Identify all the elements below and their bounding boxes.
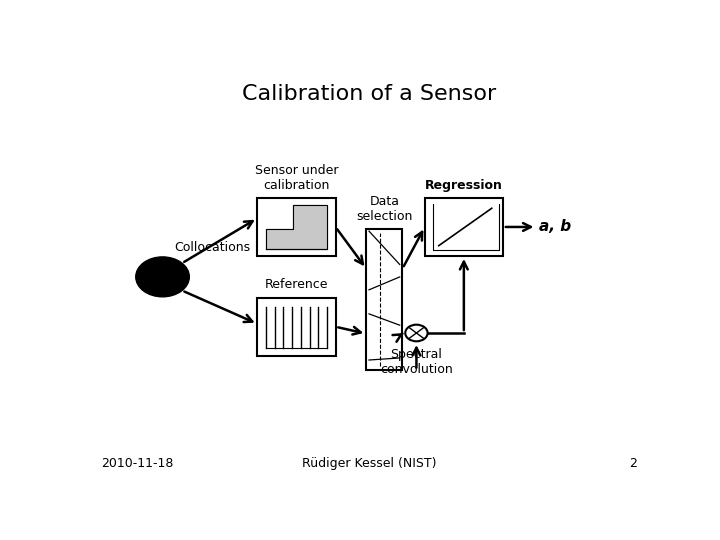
Text: 2: 2 bbox=[629, 457, 637, 470]
Text: Rüdiger Kessel (NIST): Rüdiger Kessel (NIST) bbox=[302, 457, 436, 470]
Text: a, b: a, b bbox=[539, 219, 571, 234]
Text: Spectral
convolution: Spectral convolution bbox=[380, 348, 453, 375]
Bar bbox=[258, 298, 336, 356]
Bar bbox=[258, 198, 336, 256]
Bar bbox=[366, 229, 402, 370]
Text: Regression: Regression bbox=[425, 179, 503, 192]
Text: Collocations: Collocations bbox=[175, 241, 251, 254]
Text: 2010-11-18: 2010-11-18 bbox=[101, 457, 174, 470]
Text: Reference: Reference bbox=[265, 279, 328, 292]
Text: Calibration of a Sensor: Calibration of a Sensor bbox=[242, 84, 496, 104]
Polygon shape bbox=[266, 205, 327, 248]
Bar bbox=[425, 198, 503, 256]
Text: Sensor under
calibration: Sensor under calibration bbox=[255, 164, 338, 192]
Text: Data
selection: Data selection bbox=[356, 195, 413, 223]
Circle shape bbox=[405, 325, 428, 341]
Circle shape bbox=[136, 257, 189, 297]
